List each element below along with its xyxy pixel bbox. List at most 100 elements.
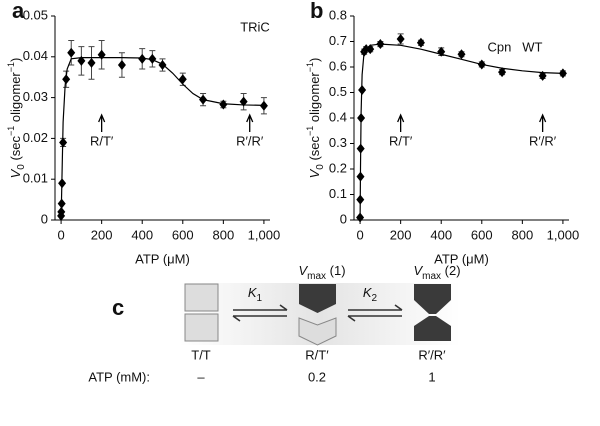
subunit-t	[184, 313, 219, 342]
chart-label: TRiC	[240, 19, 270, 34]
data-point	[87, 57, 96, 68]
v: V	[413, 263, 423, 278]
v-subscript: max	[307, 271, 326, 282]
annotation: R′/R′	[236, 133, 264, 148]
data-point	[416, 37, 425, 48]
data-point	[158, 59, 167, 70]
y-label-part: 0	[315, 164, 326, 170]
atp-value: 1	[428, 369, 435, 384]
subunit-r-prime	[414, 316, 451, 341]
x-axis-label: ATP (μM)	[434, 251, 489, 266]
y-label-part: 0	[16, 164, 27, 170]
y-label-part: )	[8, 58, 23, 62]
data-point	[148, 53, 157, 64]
x-tick-label: 800	[212, 227, 234, 242]
y-tick-label: 0.6	[329, 58, 347, 73]
data-point	[219, 99, 228, 110]
x-tick-label: 0	[57, 227, 64, 242]
subunit-r	[299, 284, 336, 313]
y-label-part: V	[8, 168, 23, 178]
x-tick-label: 1,000	[248, 227, 281, 242]
y-label-part: −1	[6, 126, 16, 136]
state-label: R/T′	[305, 347, 329, 362]
y-tick-label: 0.2	[329, 160, 347, 175]
subunit-t-prime	[298, 317, 337, 346]
annotation-arrow	[397, 113, 405, 132]
v-suffix: (1)	[326, 263, 346, 278]
y-label-part: (sec	[307, 135, 322, 164]
y-tick-label: 0.04	[23, 48, 48, 63]
y-tick-label: 0.5	[329, 84, 347, 99]
y-tick-label: 0.7	[329, 33, 347, 48]
data-point	[178, 74, 187, 85]
data-point	[138, 53, 147, 64]
k-subscript: 2	[372, 293, 378, 304]
state-label: R′/R′	[418, 347, 446, 362]
k2: K2	[363, 285, 378, 303]
k-subscript: 1	[257, 293, 263, 304]
annotation: R′/R′	[529, 133, 557, 148]
vmax1: Vmax (1)	[298, 263, 345, 281]
data-point	[259, 100, 268, 111]
x-tick-label: 200	[91, 227, 113, 242]
y-label-part: (sec	[8, 135, 23, 164]
v-suffix: (2)	[441, 263, 461, 278]
x-tick-label: 0	[356, 227, 363, 242]
v-subscript: max	[422, 271, 441, 282]
y-tick-label: 0.01	[23, 171, 48, 186]
atp-value: –	[197, 369, 205, 384]
y-tick-label: 0	[340, 211, 347, 226]
data-point	[538, 70, 547, 81]
data-point	[117, 59, 126, 70]
y-tick-label: 0.1	[329, 186, 347, 201]
data-point	[67, 47, 76, 58]
y-tick-label: 0.03	[23, 89, 48, 104]
vmax2: Vmax (2)	[413, 263, 460, 281]
y-label-part: −1	[305, 62, 315, 72]
x-tick-label: 600	[172, 227, 194, 242]
panel-label: b	[310, 0, 323, 23]
y-label-part: oligomer	[307, 72, 322, 126]
y-label-part: −1	[6, 62, 16, 72]
y-tick-label: 0.8	[329, 7, 347, 22]
y-label-part: −1	[305, 126, 315, 136]
y-tick-label: 0.05	[23, 7, 48, 22]
x-tick-label: 800	[511, 227, 533, 242]
annotation: R/T′	[389, 133, 413, 148]
panel-label: c	[112, 295, 124, 320]
annotation-arrow	[539, 113, 547, 132]
x-tick-label: 1,000	[547, 227, 580, 242]
panel-label: a	[12, 0, 25, 23]
x-tick-label: 600	[471, 227, 493, 242]
x-tick-label: 200	[390, 227, 412, 242]
fit-line	[60, 57, 264, 221]
x-tick-label: 400	[430, 227, 452, 242]
atp-label: ATP (mM):	[88, 369, 150, 384]
data-point	[97, 49, 106, 60]
y-label-part: )	[307, 58, 322, 62]
y-tick-label: 0	[41, 211, 48, 226]
subunit-r-prime	[414, 284, 451, 314]
v: V	[298, 263, 308, 278]
state-label: T/T	[191, 347, 211, 362]
annotation-arrow	[98, 113, 106, 132]
y-axis-label: V0 (sec−1 oligomer−1)	[6, 58, 26, 179]
y-label-part: V	[307, 168, 322, 178]
y-axis-label: V0 (sec−1 oligomer−1)	[305, 58, 325, 179]
y-tick-label: 0.3	[329, 135, 347, 150]
k: K	[248, 285, 258, 300]
y-tick-label: 0.4	[329, 109, 347, 124]
fit-line	[359, 43, 563, 221]
equilibrium-arrow	[232, 304, 403, 322]
chart-label: Cpn WT	[488, 39, 543, 54]
k1: K1	[248, 285, 263, 303]
k: K	[363, 285, 373, 300]
y-tick-label: 0.02	[23, 130, 48, 145]
diagram: c K1 K2 Vmax (1) Vmax (2) T/T R/T′ R′/R′…	[88, 263, 460, 384]
annotation: R/T′	[90, 133, 114, 148]
data-point	[239, 96, 248, 107]
atp-value: 0.2	[308, 369, 326, 384]
subunit-t	[184, 283, 219, 312]
data-point	[457, 49, 466, 60]
